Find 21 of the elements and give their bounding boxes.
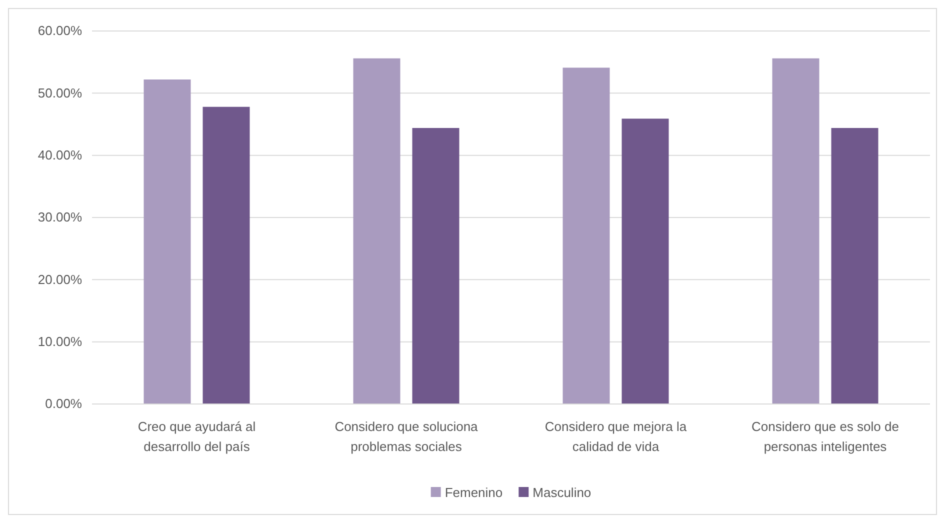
y-tick-label: 20.00% — [38, 272, 82, 287]
bar — [831, 128, 878, 404]
y-tick-label: 30.00% — [38, 210, 82, 225]
y-tick-label: 40.00% — [38, 147, 82, 162]
x-tick-label: Creo que ayudará al desarrollo del país — [138, 419, 256, 454]
legend-label: Masculino — [532, 485, 592, 500]
x-tick-label: Considero que mejora la calidad de vida — [544, 419, 688, 454]
bar — [562, 68, 610, 404]
bar — [202, 106, 250, 404]
bar — [353, 58, 400, 404]
y-tick-label: 50.00% — [38, 85, 82, 100]
bar — [412, 128, 460, 404]
x-tick-label: Considero que soluciona problemas sociales — [334, 419, 479, 454]
bar — [772, 58, 820, 404]
legend-label: Femenino — [444, 485, 503, 500]
x-tick-label: Considero que es solo de personas inteligentes — [752, 419, 899, 454]
bar — [622, 118, 669, 404]
y-tick-label: 60.00% — [38, 23, 82, 38]
bar — [144, 79, 191, 404]
y-tick-label: 10.00% — [38, 334, 82, 349]
y-tick-label: 0.00% — [45, 396, 82, 412]
